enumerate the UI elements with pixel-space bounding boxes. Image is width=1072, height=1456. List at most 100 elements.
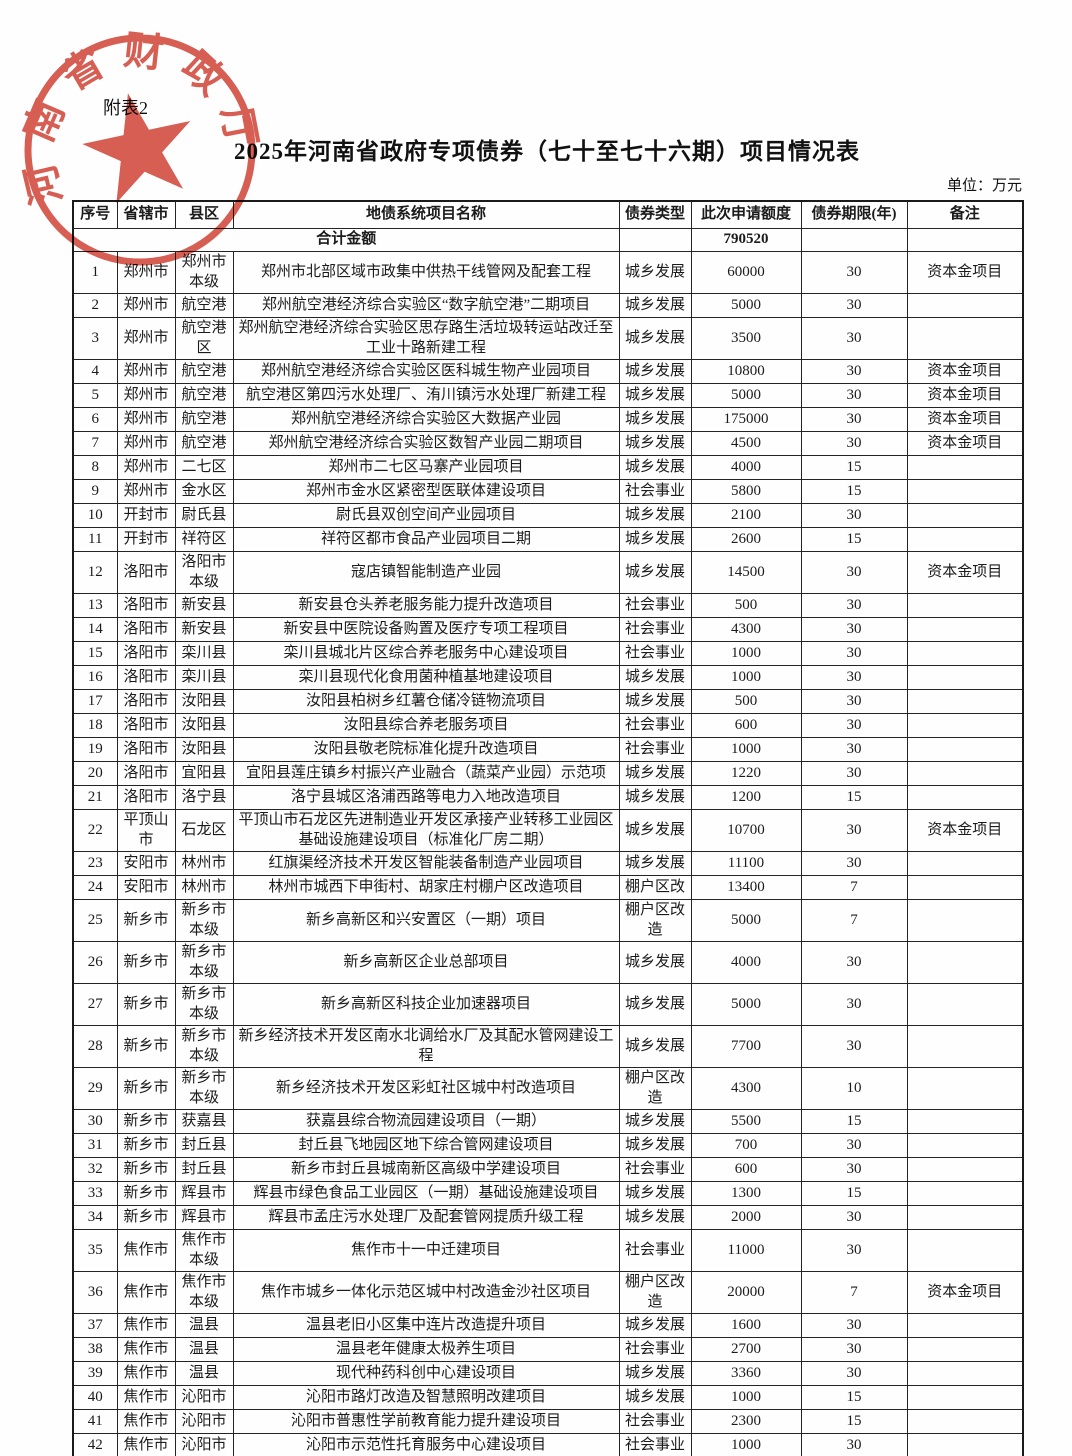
cell-bond-type: 城乡发展 [618, 383, 692, 408]
cell-term: 30 [800, 407, 908, 432]
cell-county: 航空港 [174, 431, 234, 456]
cell-bond-type: 城乡发展 [618, 983, 692, 1026]
table-row: 7 郑州市 航空港 郑州航空港经济综合实验区数智产业园二期项目 城乡发展 450… [72, 431, 1024, 456]
cell-amount: 4300 [690, 1067, 802, 1110]
total-row: 合计金额 790520 [72, 228, 1024, 252]
cell-term: 30 [800, 1337, 908, 1362]
cell-term: 30 [800, 317, 908, 360]
cell-amount: 1000 [690, 665, 802, 690]
cell-city: 郑州市 [116, 431, 176, 456]
cell-county: 焦作市本级 [174, 1271, 234, 1314]
cell-note [906, 503, 1024, 528]
table-row: 12 洛阳市 洛阳市本级 寇店镇智能制造产业园 城乡发展 14500 30 资本… [72, 551, 1024, 594]
cell-project-name: 新乡经济技术开发区南水北调给水厂及其配水管网建设工程 [232, 1025, 620, 1068]
cell-county: 石龙区 [174, 809, 234, 852]
cell-no: 1 [72, 251, 118, 294]
cell-term: 30 [800, 617, 908, 642]
cell-city: 焦作市 [116, 1271, 176, 1314]
cell-bond-type: 社会事业 [618, 713, 692, 738]
cell-term: 30 [800, 551, 908, 594]
cell-city: 洛阳市 [116, 713, 176, 738]
cell-project-name: 新乡高新区企业总部项目 [232, 941, 620, 984]
cell-amount: 4500 [690, 431, 802, 456]
cell-city: 焦作市 [116, 1361, 176, 1386]
cell-no: 20 [72, 761, 118, 786]
cell-amount: 60000 [690, 251, 802, 294]
cell-no: 2 [72, 293, 118, 318]
cell-county: 辉县市 [174, 1205, 234, 1230]
cell-bond-type: 城乡发展 [618, 1385, 692, 1410]
column-header-name: 地债系统项目名称 [232, 200, 620, 229]
cell-project-name: 新乡市封丘县城南新区高级中学建设项目 [232, 1157, 620, 1182]
cell-city: 洛阳市 [116, 641, 176, 666]
cell-county: 新乡市本级 [174, 1025, 234, 1068]
cell-bond-type: 城乡发展 [618, 251, 692, 294]
cell-amount: 5800 [690, 479, 802, 504]
cell-no: 36 [72, 1271, 118, 1314]
table-row: 37 焦作市 温县 温县老旧小区集中连片改造提升项目 城乡发展 1600 30 [72, 1313, 1024, 1338]
cell-note [906, 527, 1024, 552]
cell-term: 30 [800, 1133, 908, 1158]
cell-no: 28 [72, 1025, 118, 1068]
cell-city: 洛阳市 [116, 551, 176, 594]
cell-no: 17 [72, 689, 118, 714]
cell-project-name: 焦作市十一中迁建项目 [232, 1229, 620, 1272]
cell-note [906, 1109, 1024, 1134]
cell-no: 30 [72, 1109, 118, 1134]
cell-no: 3 [72, 317, 118, 360]
cell-city: 洛阳市 [116, 593, 176, 618]
cell-city: 新乡市 [116, 1181, 176, 1206]
cell-amount: 1000 [690, 641, 802, 666]
cell-term: 30 [800, 1205, 908, 1230]
cell-amount: 1000 [690, 737, 802, 762]
cell-note [906, 479, 1024, 504]
cell-city: 焦作市 [116, 1409, 176, 1434]
cell-term: 7 [800, 899, 908, 942]
table-row: 20 洛阳市 宜阳县 宜阳县莲庄镇乡村振兴产业融合（蔬菜产业园）示范项 城乡发展… [72, 761, 1024, 786]
cell-city: 洛阳市 [116, 737, 176, 762]
table-row: 36 焦作市 焦作市本级 焦作市城乡一体化示范区城中村改造金沙社区项目 棚户区改… [72, 1271, 1024, 1314]
cell-note: 资本金项目 [906, 251, 1024, 294]
table-row: 29 新乡市 新乡市本级 新乡经济技术开发区彩虹社区城中村改造项目 棚户区改造 … [72, 1067, 1024, 1110]
cell-note [906, 1361, 1024, 1386]
cell-county: 祥符区 [174, 527, 234, 552]
table-row: 4 郑州市 航空港 郑州航空港经济综合实验区医科城生物产业园项目 城乡发展 10… [72, 359, 1024, 384]
cell-no: 34 [72, 1205, 118, 1230]
cell-county: 新乡市本级 [174, 1067, 234, 1110]
table-row: 8 郑州市 二七区 郑州市二七区马寨产业园项目 城乡发展 4000 15 [72, 455, 1024, 480]
cell-term: 15 [800, 527, 908, 552]
table-row: 17 洛阳市 汝阳县 汝阳县柏树乡红薯仓储冷链物流项目 城乡发展 500 30 [72, 689, 1024, 714]
table-row: 19 洛阳市 汝阳县 汝阳县敬老院标准化提升改造项目 社会事业 1000 30 [72, 737, 1024, 762]
cell-no: 7 [72, 431, 118, 456]
cell-bond-type: 社会事业 [618, 641, 692, 666]
cell-no: 9 [72, 479, 118, 504]
cell-note [906, 617, 1024, 642]
table-row: 28 新乡市 新乡市本级 新乡经济技术开发区南水北调给水厂及其配水管网建设工程 … [72, 1025, 1024, 1068]
cell-city: 洛阳市 [116, 665, 176, 690]
column-header-type: 债券类型 [618, 200, 692, 229]
cell-project-name: 新乡高新区科技企业加速器项目 [232, 983, 620, 1026]
column-header-no: 序号 [72, 200, 118, 229]
cell-amount: 700 [690, 1133, 802, 1158]
cell-city: 洛阳市 [116, 761, 176, 786]
cell-bond-type: 城乡发展 [618, 359, 692, 384]
cell-term: 15 [800, 1181, 908, 1206]
cell-project-name: 寇店镇智能制造产业园 [232, 551, 620, 594]
cell-note: 资本金项目 [906, 383, 1024, 408]
cell-county: 焦作市本级 [174, 1229, 234, 1272]
cell-project-name: 焦作市城乡一体化示范区城中村改造金沙社区项目 [232, 1271, 620, 1314]
cell-city: 开封市 [116, 527, 176, 552]
cell-note [906, 761, 1024, 786]
cell-bond-type: 社会事业 [618, 479, 692, 504]
cell-county: 洛宁县 [174, 785, 234, 810]
cell-bond-type: 城乡发展 [618, 551, 692, 594]
cell-county: 新乡市本级 [174, 899, 234, 942]
cell-term: 30 [800, 809, 908, 852]
cell-no: 42 [72, 1433, 118, 1456]
cell-project-name: 新乡高新区和兴安置区（一期）项目 [232, 899, 620, 942]
cell-note [906, 1205, 1024, 1230]
cell-bond-type: 社会事业 [618, 1337, 692, 1362]
table-row: 16 洛阳市 栾川县 栾川县现代化食用菌种植基地建设项目 城乡发展 1000 3… [72, 665, 1024, 690]
cell-term: 15 [800, 455, 908, 480]
cell-no: 16 [72, 665, 118, 690]
